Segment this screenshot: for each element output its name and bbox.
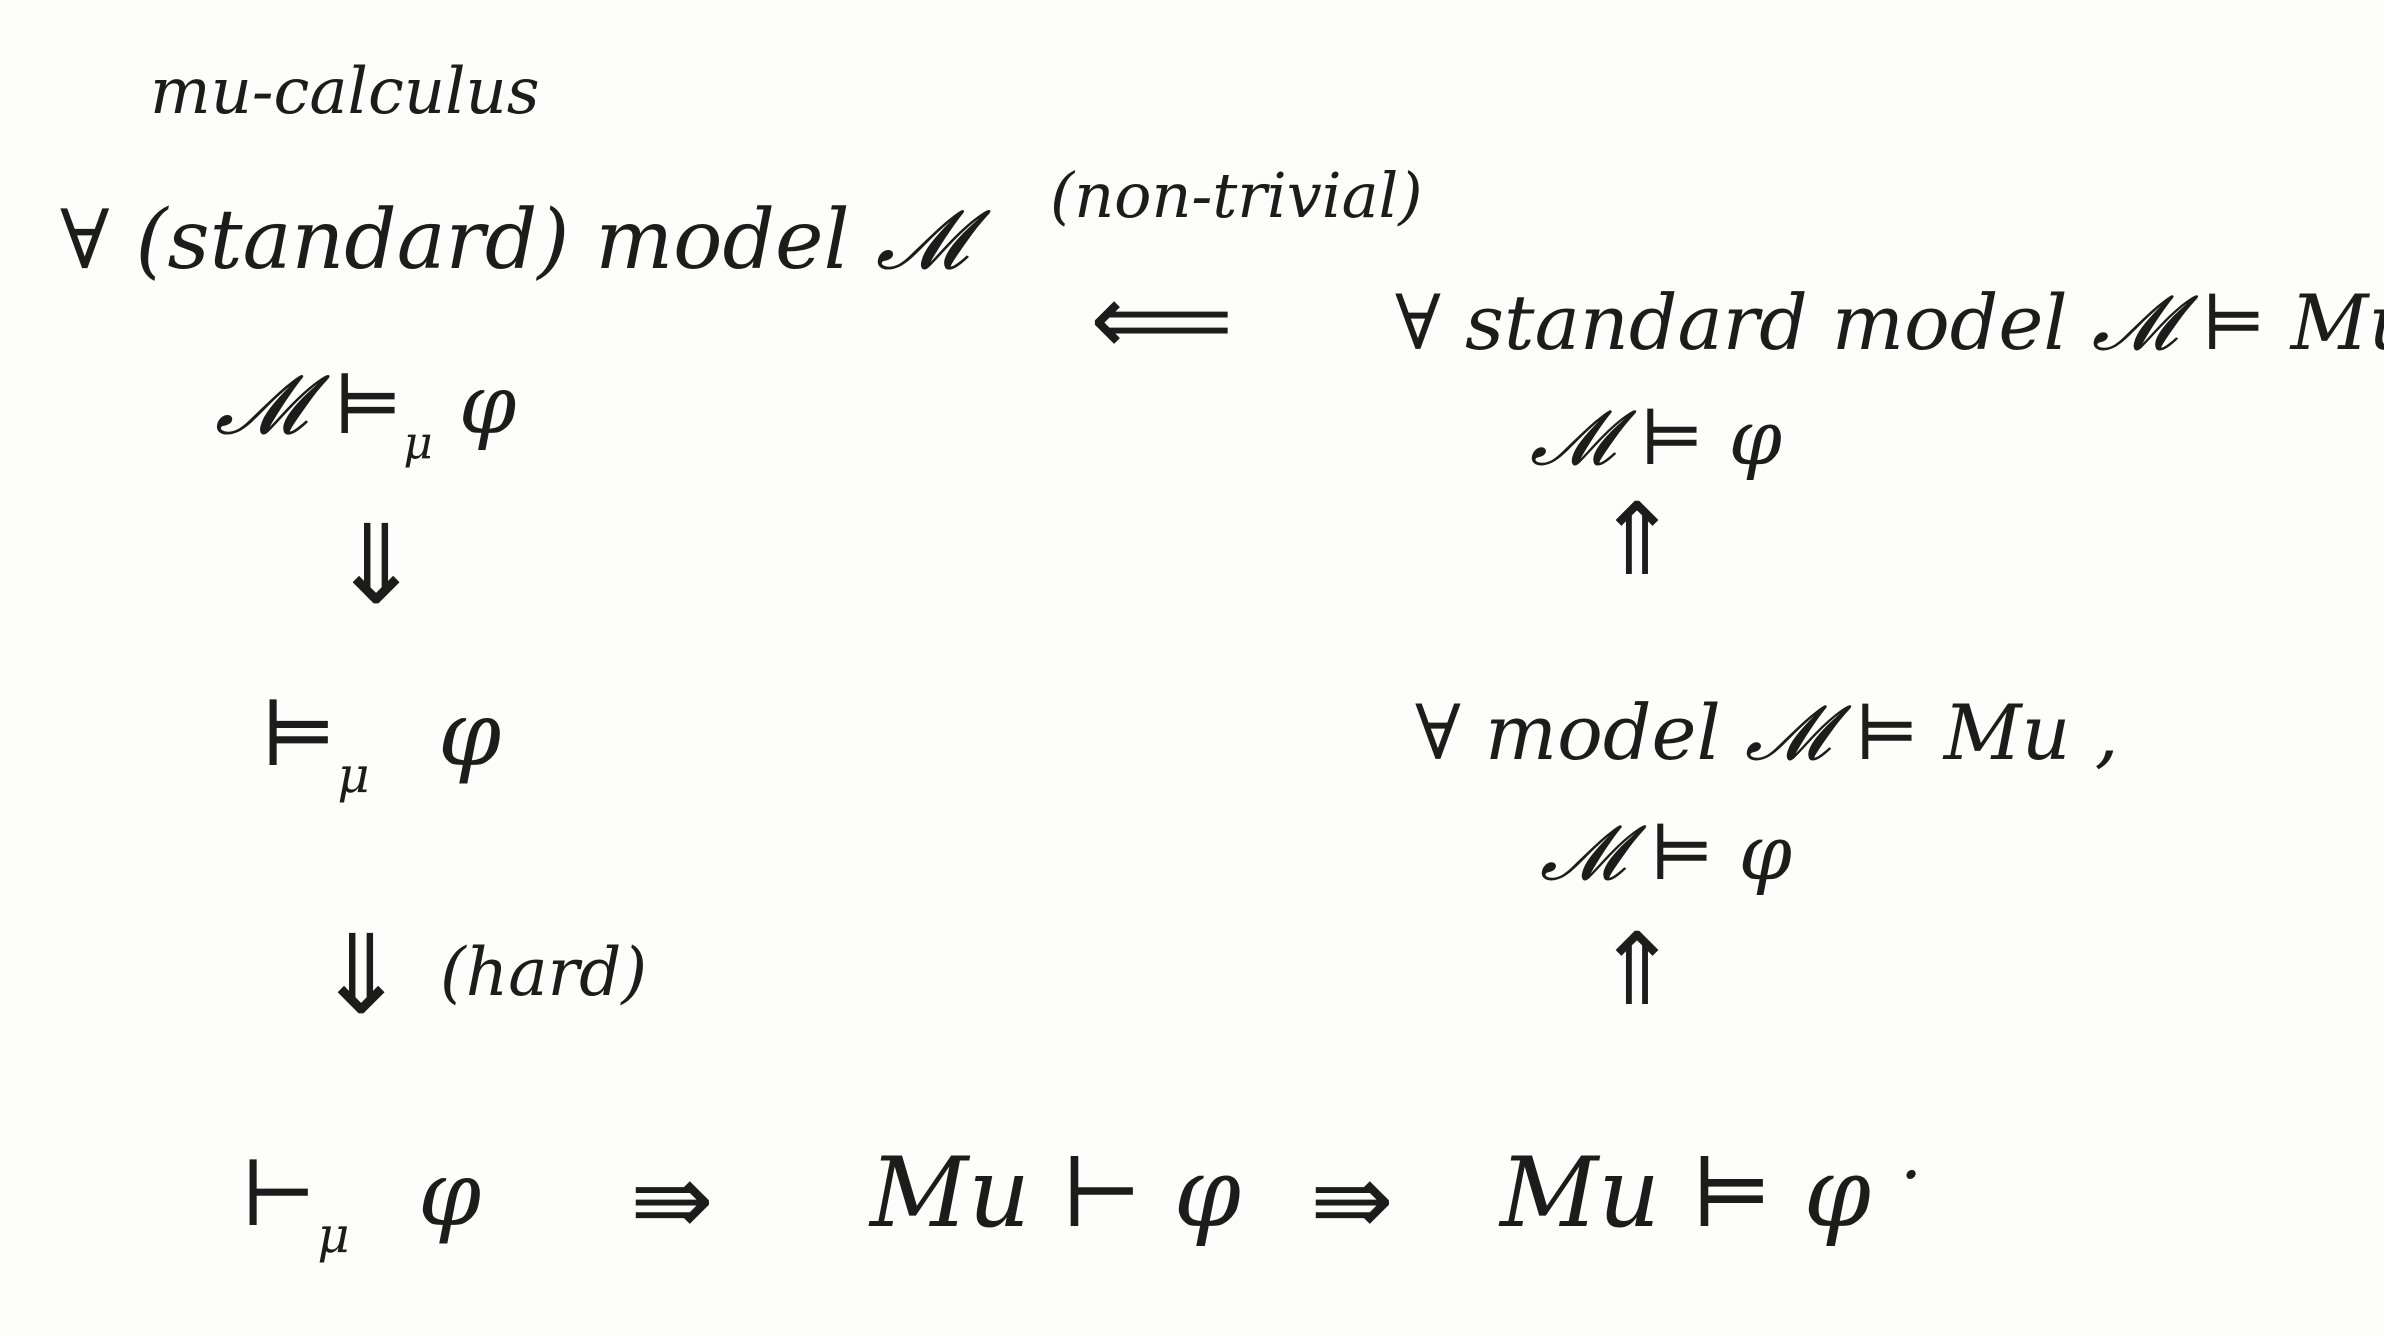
right-line-all-standard-models-mu: ∀ standard model 𝓜 ⊨ Mu , — [1395, 278, 2384, 367]
left-line3-sub: μ — [337, 746, 370, 805]
mu-proves-phi: Mu ⊢ φ — [870, 1137, 1241, 1249]
nontrivial-label: (non-trivial) — [1050, 159, 1423, 232]
left-line4-sub: μ — [317, 1206, 350, 1265]
up-double-arrow-1: ⇑ — [1595, 481, 1679, 598]
left-line2-main: 𝓜 ⊨ — [215, 358, 404, 453]
left-line2-sub: μ — [403, 415, 433, 469]
left-line3-tail: φ — [438, 682, 502, 787]
page-title: mu-calculus — [150, 55, 540, 129]
left-line2-tail: φ — [458, 358, 517, 453]
left-line-model-satisfies: 𝓜 ⊨μ φ — [215, 365, 516, 465]
trailing-dot: · — [1900, 1134, 1923, 1216]
left-line-all-standard-models: ∀ (standard) model 𝓜 — [60, 193, 968, 288]
left-line4-tail: φ — [418, 1142, 482, 1247]
left-line4-main: ⊢ — [240, 1142, 318, 1247]
right-line-model-satisfies-top: 𝓜 ⊨ φ — [1530, 393, 1783, 482]
right-line-all-models-mu: ∀ model 𝓜 ⊨ Mu , — [1415, 688, 2119, 777]
down-double-arrow-1: ⇓ — [330, 501, 423, 629]
down-double-arrow-2: ⇓ — [315, 911, 408, 1039]
hard-label: (hard) — [440, 934, 648, 1011]
right-line-model-satisfies-mid: 𝓜 ⊨ φ — [1540, 808, 1793, 897]
right-triple-arrow-2: ⇛ — [1310, 1141, 1394, 1258]
left-line-valid-mu: ⊨μ φ — [260, 690, 501, 801]
left-line3-main: ⊨ — [260, 682, 338, 787]
right-triple-arrow-1: ⇛ — [630, 1141, 714, 1258]
mu-models-phi: Mu ⊨ φ — [1500, 1137, 1871, 1249]
left-long-double-arrow: ⟸ — [1090, 261, 1234, 378]
left-line-provable-mu: ⊢μ φ — [240, 1150, 481, 1261]
up-double-arrow-2: ⇑ — [1595, 911, 1679, 1028]
